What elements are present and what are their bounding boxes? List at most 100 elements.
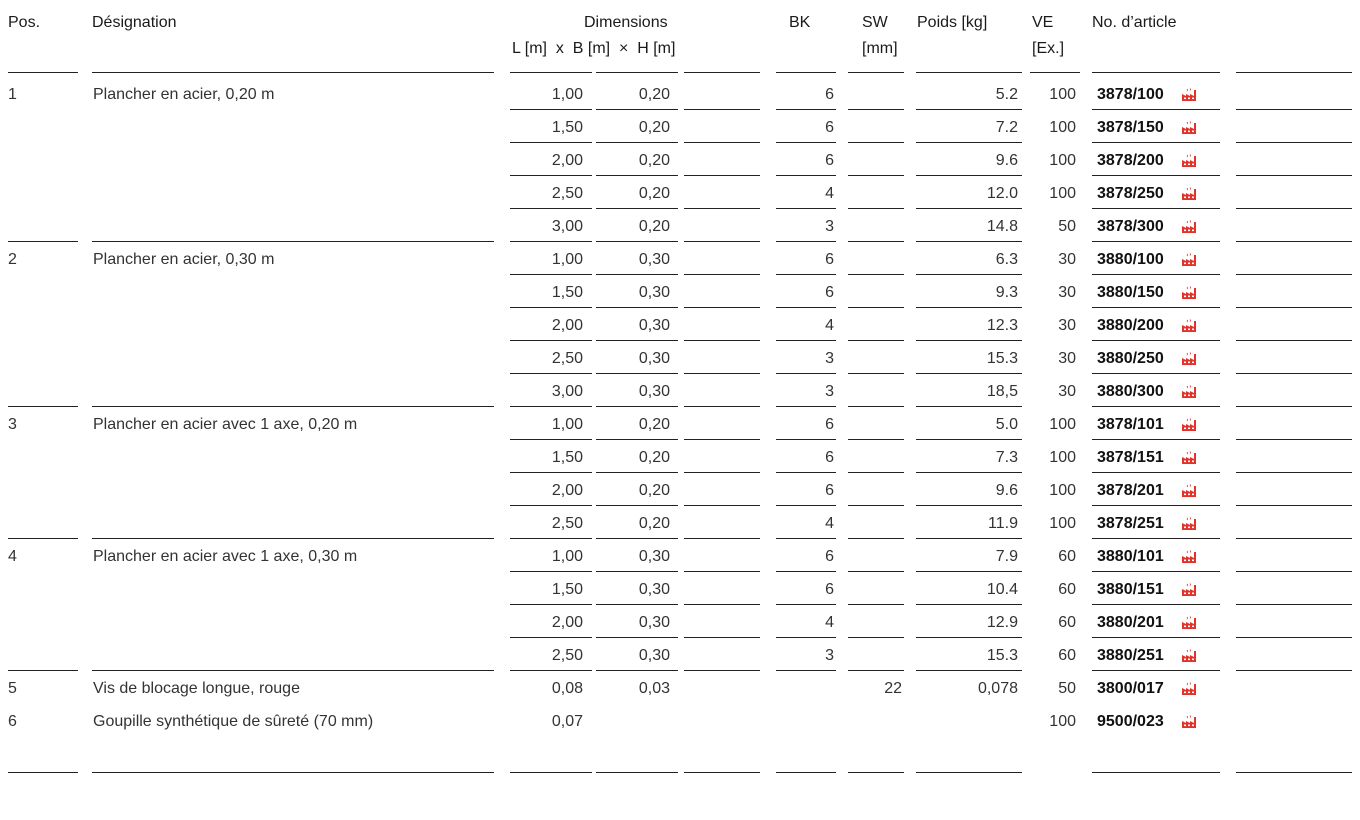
- ve-value: 60: [1058, 581, 1076, 598]
- row-underline: [848, 142, 904, 143]
- header-sw: SW: [862, 14, 888, 31]
- row-underline: [1092, 208, 1220, 209]
- group-separator: [92, 772, 494, 773]
- position-number: 6: [8, 713, 17, 730]
- row-underline: [510, 472, 592, 473]
- width-value: 0,20: [638, 449, 670, 466]
- header-rule: [510, 72, 592, 73]
- weight-value: 9.6: [995, 152, 1018, 169]
- article-number: 3878/251: [1097, 515, 1164, 532]
- row-underline: [916, 175, 1022, 176]
- length-value: 1,50: [551, 119, 583, 136]
- length-value: 2,50: [551, 515, 583, 532]
- row-underline: [1236, 274, 1352, 275]
- row-underline: [848, 340, 904, 341]
- row-underline: [916, 109, 1022, 110]
- row-underline: [684, 505, 760, 506]
- row-underline: [596, 538, 678, 539]
- bk-value: 3: [825, 383, 834, 400]
- header-article: No. d’article: [1092, 14, 1177, 31]
- row-underline: [684, 604, 760, 605]
- factory-icon: [1182, 121, 1196, 134]
- article-number: 3880/150: [1097, 284, 1164, 301]
- row-underline: [848, 307, 904, 308]
- row-underline: [510, 142, 592, 143]
- row-underline: [776, 208, 836, 209]
- row-underline: [916, 604, 1022, 605]
- row-underline: [776, 571, 836, 572]
- width-value: 0,20: [638, 482, 670, 499]
- width-value: 0,30: [638, 284, 670, 301]
- position-number: 2: [8, 251, 17, 268]
- row-underline: [776, 373, 836, 374]
- weight-value: 15.3: [986, 647, 1018, 664]
- row-underline: [684, 109, 760, 110]
- ve-value: 60: [1058, 647, 1076, 664]
- article-number: 3878/201: [1097, 482, 1164, 499]
- weight-value: 15.3: [986, 350, 1018, 367]
- factory-icon: [1182, 187, 1196, 200]
- header-rule: [1092, 72, 1220, 73]
- article-number: 9500/023: [1097, 713, 1164, 730]
- ve-value: 30: [1058, 350, 1076, 367]
- group-separator: [510, 772, 592, 773]
- row-underline: [510, 670, 592, 671]
- row-underline: [596, 340, 678, 341]
- header-rule: [848, 72, 904, 73]
- factory-icon: [1182, 484, 1196, 497]
- article-number: 3878/151: [1097, 449, 1164, 466]
- position-number: 5: [8, 680, 17, 697]
- row-underline: [776, 439, 836, 440]
- width-value: 0,03: [638, 680, 670, 697]
- row-underline: [916, 571, 1022, 572]
- row-underline: [916, 208, 1022, 209]
- row-underline: [916, 637, 1022, 638]
- factory-icon: [1182, 220, 1196, 233]
- row-underline: [776, 670, 836, 671]
- ve-value: 30: [1058, 251, 1076, 268]
- row-underline: [916, 670, 1022, 671]
- article-number: 3878/100: [1097, 86, 1164, 103]
- row-underline: [1092, 274, 1220, 275]
- article-number: 3878/150: [1097, 119, 1164, 136]
- header-dimensions: Dimensions: [584, 14, 668, 31]
- row-underline: [776, 538, 836, 539]
- ve-value: 50: [1058, 680, 1076, 697]
- factory-icon: [1182, 88, 1196, 101]
- group-separator: [916, 772, 1022, 773]
- header-designation: Désignation: [92, 14, 177, 31]
- bk-value: 6: [825, 86, 834, 103]
- row-underline: [1092, 307, 1220, 308]
- row-underline: [1236, 538, 1352, 539]
- row-underline: [596, 175, 678, 176]
- row-underline: [510, 307, 592, 308]
- row-underline: [776, 241, 836, 242]
- row-underline: [510, 406, 592, 407]
- weight-value: 7.2: [995, 119, 1018, 136]
- length-value: 2,00: [551, 152, 583, 169]
- width-value: 0,20: [638, 86, 670, 103]
- row-underline: [916, 241, 1022, 242]
- width-value: 0,20: [638, 515, 670, 532]
- length-value: 1,50: [551, 449, 583, 466]
- group-separator: [8, 772, 78, 773]
- ve-value: 30: [1058, 284, 1076, 301]
- weight-value: 12.3: [986, 317, 1018, 334]
- group-separator: [684, 772, 760, 773]
- header-bk: BK: [789, 14, 811, 31]
- article-number: 3880/250: [1097, 350, 1164, 367]
- length-value: 1,00: [551, 416, 583, 433]
- ve-value: 100: [1049, 416, 1076, 433]
- row-underline: [848, 175, 904, 176]
- weight-value: 0,078: [977, 680, 1018, 697]
- row-underline: [1092, 637, 1220, 638]
- bk-value: 6: [825, 482, 834, 499]
- row-underline: [1236, 505, 1352, 506]
- row-underline: [596, 373, 678, 374]
- row-underline: [1236, 340, 1352, 341]
- row-underline: [776, 274, 836, 275]
- row-underline: [510, 439, 592, 440]
- row-underline: [776, 505, 836, 506]
- row-underline: [848, 406, 904, 407]
- row-underline: [848, 604, 904, 605]
